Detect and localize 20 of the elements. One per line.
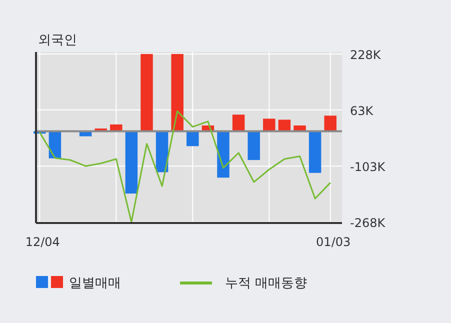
y-tick-label: -268K (350, 216, 386, 230)
y-tick-label: 228K (350, 48, 382, 62)
x-tick-label: 12/04 (25, 235, 60, 249)
bar (217, 131, 230, 178)
chart-title: 외국인 (38, 33, 77, 48)
y-tick-label: 63K (350, 104, 374, 118)
bar (186, 131, 199, 146)
bar (308, 131, 322, 173)
line-series (38, 110, 332, 223)
legend-label: 누적 매매동향 (225, 276, 308, 291)
bar (171, 54, 184, 132)
bar (248, 131, 260, 160)
bar (125, 131, 138, 194)
legend-label: 일별매매 (69, 276, 121, 291)
bar (156, 131, 168, 172)
x-tick-label: 01/03 (316, 235, 351, 249)
bar (232, 114, 245, 132)
bar (140, 54, 153, 132)
bar (324, 116, 336, 132)
y-tick-label: -103K (350, 160, 386, 174)
